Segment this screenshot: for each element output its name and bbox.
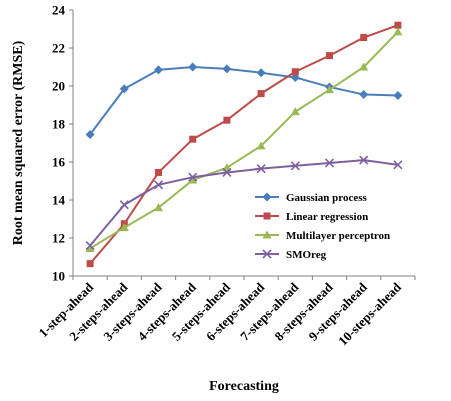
marker-stroke bbox=[153, 180, 164, 190]
legend-marker bbox=[263, 212, 271, 220]
marker-stroke bbox=[222, 167, 232, 178]
legend-item-multilayer-perceptron: Multilayer perceptron bbox=[255, 230, 390, 242]
data-point-gaussian-process bbox=[393, 91, 403, 100]
legend-marker bbox=[262, 192, 272, 202]
marker-stroke bbox=[85, 241, 95, 251]
marker-stroke bbox=[359, 155, 369, 165]
data-point-gaussian-process bbox=[256, 68, 266, 78]
legend-item-smoreg: SMOreg bbox=[255, 249, 327, 261]
legend-item-linear-regression: Linear regression bbox=[255, 211, 368, 223]
data-point-gaussian-process bbox=[154, 65, 163, 75]
y-axis-title: Root mean squared error (RMSE) bbox=[11, 40, 26, 245]
data-point-smoreg bbox=[324, 158, 335, 168]
marker-stroke bbox=[119, 200, 129, 210]
legend-item-gaussian-process: Gaussian process bbox=[255, 192, 368, 204]
data-point-smoreg bbox=[290, 161, 300, 171]
y-tick-label: 20 bbox=[52, 79, 65, 94]
marker-stroke bbox=[262, 249, 272, 259]
series-line-linear-regression bbox=[89, 24, 399, 265]
data-point-linear-regression bbox=[155, 168, 162, 176]
data-point-linear-regression bbox=[394, 21, 402, 29]
legend-label: SMOreg bbox=[286, 249, 327, 261]
series-line-gaussian-process bbox=[89, 66, 398, 136]
legend-label: Gaussian process bbox=[286, 192, 368, 204]
data-point-multilayer-perceptron bbox=[290, 107, 300, 116]
data-point-multilayer-perceptron bbox=[359, 62, 369, 71]
data-point-smoreg bbox=[85, 241, 95, 251]
data-point-multilayer-perceptron bbox=[256, 141, 266, 150]
series-smoreg bbox=[85, 155, 403, 251]
y-tick-label: 14 bbox=[52, 193, 66, 208]
data-point-multilayer-perceptron bbox=[393, 27, 403, 36]
legend-marker bbox=[262, 249, 272, 259]
data-point-multilayer-perceptron bbox=[119, 223, 129, 232]
data-point-multilayer-perceptron bbox=[325, 85, 334, 94]
legend-marker bbox=[262, 230, 272, 239]
data-point-linear-regression bbox=[86, 260, 94, 268]
x-axis-title: Forecasting bbox=[209, 379, 279, 394]
data-point-linear-regression bbox=[223, 116, 231, 124]
y-tick-label: 16 bbox=[52, 155, 66, 170]
y-tick-label: 24 bbox=[52, 3, 66, 18]
data-point-gaussian-process bbox=[222, 64, 232, 74]
series-group bbox=[85, 21, 403, 268]
data-point-linear-regression bbox=[189, 135, 197, 143]
legend-label: Multilayer perceptron bbox=[286, 230, 390, 242]
y-tick-label: 18 bbox=[52, 117, 66, 132]
data-point-smoreg bbox=[153, 180, 164, 190]
data-point-linear-regression bbox=[257, 90, 265, 98]
legend-label: Linear regression bbox=[286, 211, 368, 223]
legend: Gaussian process Linear regression Multila… bbox=[255, 192, 390, 261]
x-axis-ticks: 1-step-ahead2-steps-ahead3-steps-ahead4-… bbox=[36, 276, 416, 348]
marker-stroke bbox=[188, 172, 198, 182]
data-point-gaussian-process bbox=[359, 90, 369, 100]
data-point-linear-regression bbox=[291, 68, 299, 76]
data-point-smoreg bbox=[119, 200, 129, 210]
data-point-smoreg bbox=[393, 160, 403, 170]
series-line-smoreg bbox=[89, 159, 399, 247]
y-tick-label: 12 bbox=[52, 231, 65, 246]
data-point-smoreg bbox=[359, 155, 369, 165]
data-point-multilayer-perceptron bbox=[154, 203, 163, 212]
y-axis-ticks: 10 12 14 16 18 20 22 24 bbox=[52, 3, 73, 284]
series-gaussian-process bbox=[85, 62, 403, 139]
marker-stroke bbox=[324, 158, 335, 168]
data-point-smoreg bbox=[188, 172, 198, 182]
data-point-linear-regression bbox=[326, 52, 333, 60]
marker-stroke bbox=[256, 164, 266, 174]
data-point-gaussian-process bbox=[119, 84, 129, 94]
data-point-linear-regression bbox=[360, 34, 368, 42]
data-point-multilayer-perceptron bbox=[85, 243, 95, 252]
data-point-smoreg bbox=[256, 164, 266, 174]
series-multilayer-perceptron bbox=[85, 27, 403, 252]
marker-stroke bbox=[290, 161, 300, 171]
marker-stroke bbox=[393, 160, 403, 170]
y-tick-label: 10 bbox=[52, 269, 65, 284]
y-tick-label: 22 bbox=[52, 41, 65, 56]
data-point-gaussian-process bbox=[85, 129, 95, 139]
data-point-smoreg bbox=[222, 167, 232, 178]
data-point-gaussian-process bbox=[188, 62, 198, 72]
data-point-multilayer-perceptron bbox=[188, 175, 198, 184]
series-line-multilayer-perceptron bbox=[89, 31, 399, 250]
